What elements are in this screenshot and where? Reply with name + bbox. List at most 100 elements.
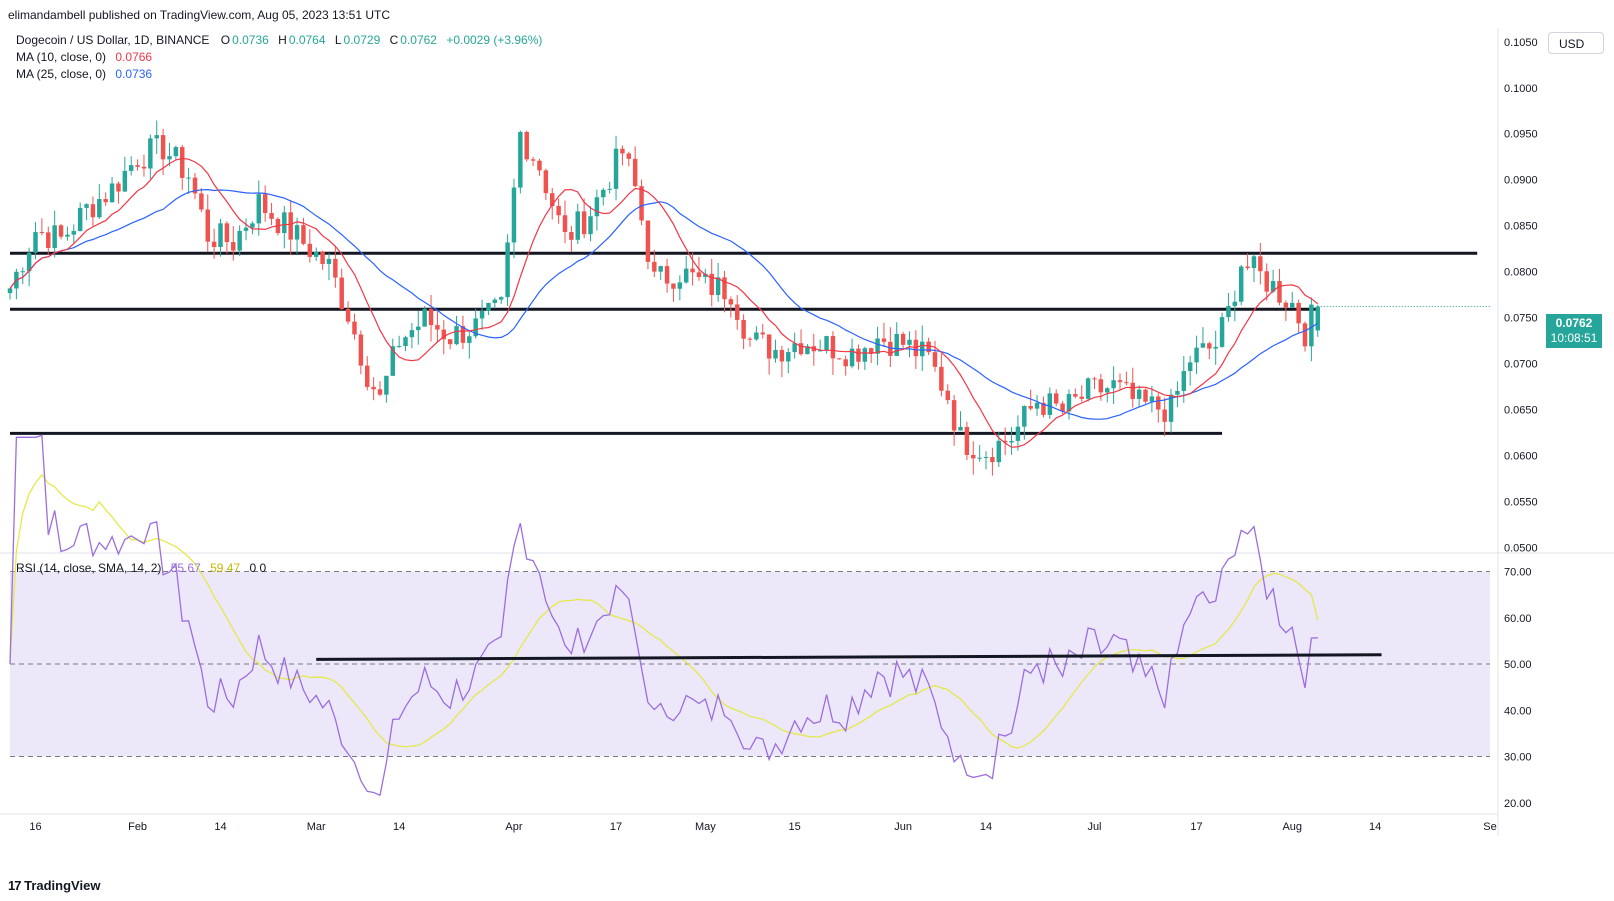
candle-body <box>103 199 108 203</box>
grid <box>0 28 1614 836</box>
candle-body <box>639 186 644 221</box>
rsi-line <box>9 434 1318 797</box>
candle-body <box>154 135 159 139</box>
candle-body <box>135 165 140 167</box>
candle-body <box>703 273 708 277</box>
candle-body <box>180 147 185 178</box>
candle-body <box>939 366 944 391</box>
candle-body <box>524 132 529 160</box>
candle-body <box>983 457 989 459</box>
candle-body <box>1143 389 1148 402</box>
price-tick-label: 0.0850 <box>1504 221 1538 233</box>
candle-body <box>722 277 727 300</box>
candle-body <box>1270 281 1276 292</box>
candle-body <box>256 194 262 224</box>
candle-body <box>1136 389 1142 399</box>
candle-body <box>530 159 536 161</box>
candle-body <box>971 454 976 459</box>
legend-high-label: H <box>278 33 287 47</box>
candle-body <box>690 268 695 273</box>
candle-body <box>779 349 785 362</box>
candle-body <box>677 282 683 289</box>
candle-body <box>990 457 995 463</box>
time-tick-label: Se <box>1483 821 1496 833</box>
candle-body <box>167 156 172 160</box>
candle-body <box>932 352 938 367</box>
candle-body <box>384 375 389 395</box>
legend-ma10-value: 0.0766 <box>115 50 153 64</box>
candle-body <box>964 427 970 455</box>
candle-body <box>1296 302 1301 324</box>
candle-body <box>626 153 632 159</box>
price-tick-label: 0.0600 <box>1504 450 1538 462</box>
candle-body <box>1111 380 1116 389</box>
legend-ma25-row: MA (25, close, 0) 0.0736 <box>16 67 154 81</box>
candle-body <box>754 332 759 340</box>
legend-high: 0.0764 <box>288 33 326 47</box>
candle-body <box>39 232 45 234</box>
candle-body <box>671 283 676 289</box>
candle-body <box>58 225 64 237</box>
last-price-value: 0.0762 <box>1555 316 1593 330</box>
candle-body <box>792 343 797 353</box>
candle-body <box>71 231 77 235</box>
candle-body <box>569 232 574 240</box>
candle-body <box>728 299 734 305</box>
price-tick-label: 0.1000 <box>1504 83 1538 95</box>
candle-body <box>1187 362 1193 372</box>
candle-body <box>390 346 395 376</box>
candle-body <box>199 193 204 210</box>
tradingview-logo-icon: 17 <box>8 878 22 893</box>
candle-body <box>467 336 472 343</box>
candle-body <box>1149 396 1155 402</box>
time-tick-label: Apr <box>505 821 522 833</box>
candle-body <box>518 132 523 188</box>
candle-body <box>192 177 198 194</box>
time-tick-label: 17 <box>610 821 622 833</box>
rsi-tick-label: 70.00 <box>1504 567 1532 579</box>
candle-body <box>1194 347 1199 363</box>
candle-body <box>26 252 32 272</box>
candle-body <box>1047 393 1053 415</box>
candle-body <box>830 336 836 359</box>
legend-change: +0.0029 (+3.96%) <box>446 33 543 47</box>
time-tick-label: Jul <box>1087 821 1101 833</box>
rsi-tick-label: 40.00 <box>1504 705 1532 717</box>
candle-body <box>1060 403 1065 412</box>
rsi-tick-label: 60.00 <box>1504 613 1532 625</box>
candle-body <box>371 386 376 390</box>
candle-body <box>422 308 427 327</box>
candle-body <box>951 400 957 431</box>
candle-body <box>288 212 293 240</box>
candle-body <box>231 242 236 251</box>
candle-body <box>428 308 434 326</box>
time-tick-label: Mar <box>307 821 326 833</box>
legend-rsi-sma-value: 59.47 <box>210 561 241 575</box>
legend-ma25-value: 0.0736 <box>115 67 153 81</box>
candle-body <box>1232 301 1238 307</box>
candle-body <box>326 258 332 264</box>
moving-averages <box>9 157 1319 448</box>
candle-body <box>1168 394 1174 422</box>
candle-body <box>735 304 740 320</box>
price-tick-label: 0.1050 <box>1504 37 1538 49</box>
candle-body <box>237 230 242 251</box>
candle-body <box>1009 440 1014 443</box>
candle-body <box>900 333 906 345</box>
candle-body <box>186 177 191 179</box>
rsi-sma-line <box>9 473 1319 749</box>
currency-button[interactable]: USD <box>1548 32 1604 54</box>
candle-body <box>511 187 517 243</box>
candle-body <box>996 440 1002 463</box>
candle-body <box>945 390 950 401</box>
legend-ma10-label: MA (10, close, 0) <box>16 50 107 64</box>
candle-body <box>843 359 848 367</box>
candle-body <box>594 197 600 217</box>
candle-body <box>205 209 210 242</box>
ma10-line <box>9 157 1319 448</box>
candle-body <box>377 389 383 395</box>
candle-body <box>773 349 778 359</box>
candle-body <box>920 341 925 357</box>
time-tick-label: 17 <box>1190 821 1202 833</box>
